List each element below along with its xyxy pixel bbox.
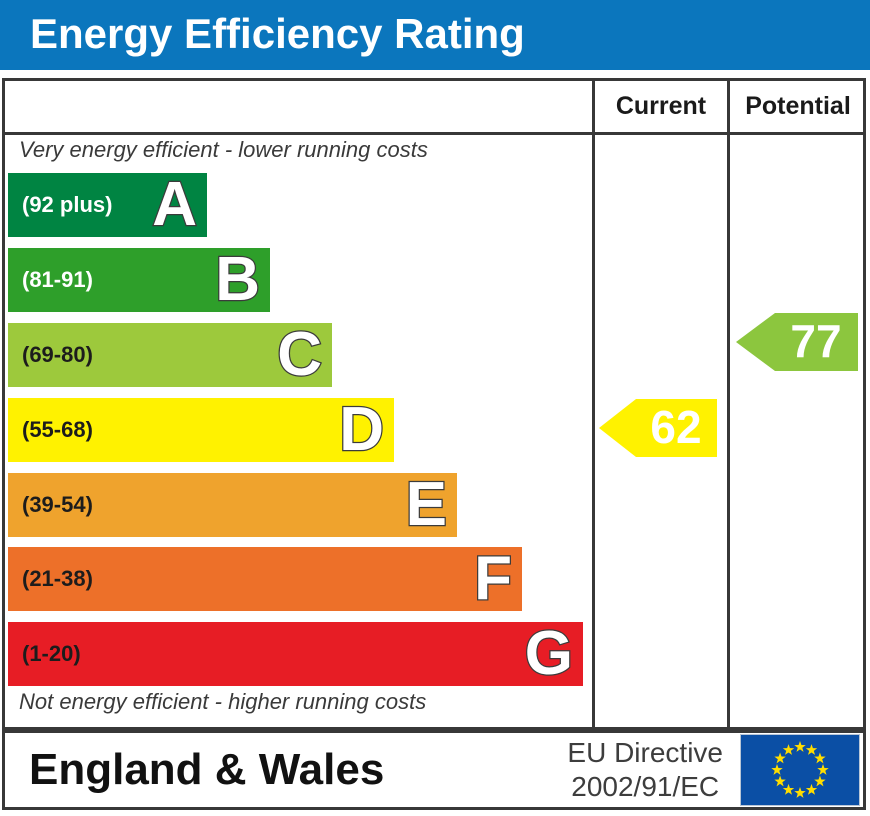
eu-flag xyxy=(740,734,860,806)
eu-directive-line1: EU Directive xyxy=(567,737,723,768)
column-divider-current xyxy=(592,81,595,727)
eu-directive-label: EU Directive 2002/91/EC xyxy=(567,736,723,804)
potential-column-header: Potential xyxy=(745,92,851,120)
title-bar: Energy Efficiency Rating xyxy=(0,0,870,70)
current-column-header: Current xyxy=(615,92,707,120)
potential-arrow-shape xyxy=(736,313,858,371)
header-divider xyxy=(5,132,863,135)
bottom-note: Not energy efficient - higher running co… xyxy=(19,689,427,714)
page-title: Energy Efficiency Rating xyxy=(30,10,525,57)
potential-value: 77 xyxy=(790,315,841,367)
rating-table: Current Potential Very energy efficient … xyxy=(2,78,866,730)
top-note: Very energy efficient - lower running co… xyxy=(19,137,428,162)
current-value: 62 xyxy=(650,401,701,453)
eu-directive-line2: 2002/91/EC xyxy=(571,771,720,802)
current-arrow-shape xyxy=(599,399,717,457)
potential-marker: 77 xyxy=(736,313,858,371)
region-label: England & Wales xyxy=(29,745,385,794)
column-divider-potential xyxy=(727,81,730,727)
current-marker: 62 xyxy=(599,399,717,457)
footer-bar: England & Wales EU Directive 2002/91/EC xyxy=(2,730,866,810)
